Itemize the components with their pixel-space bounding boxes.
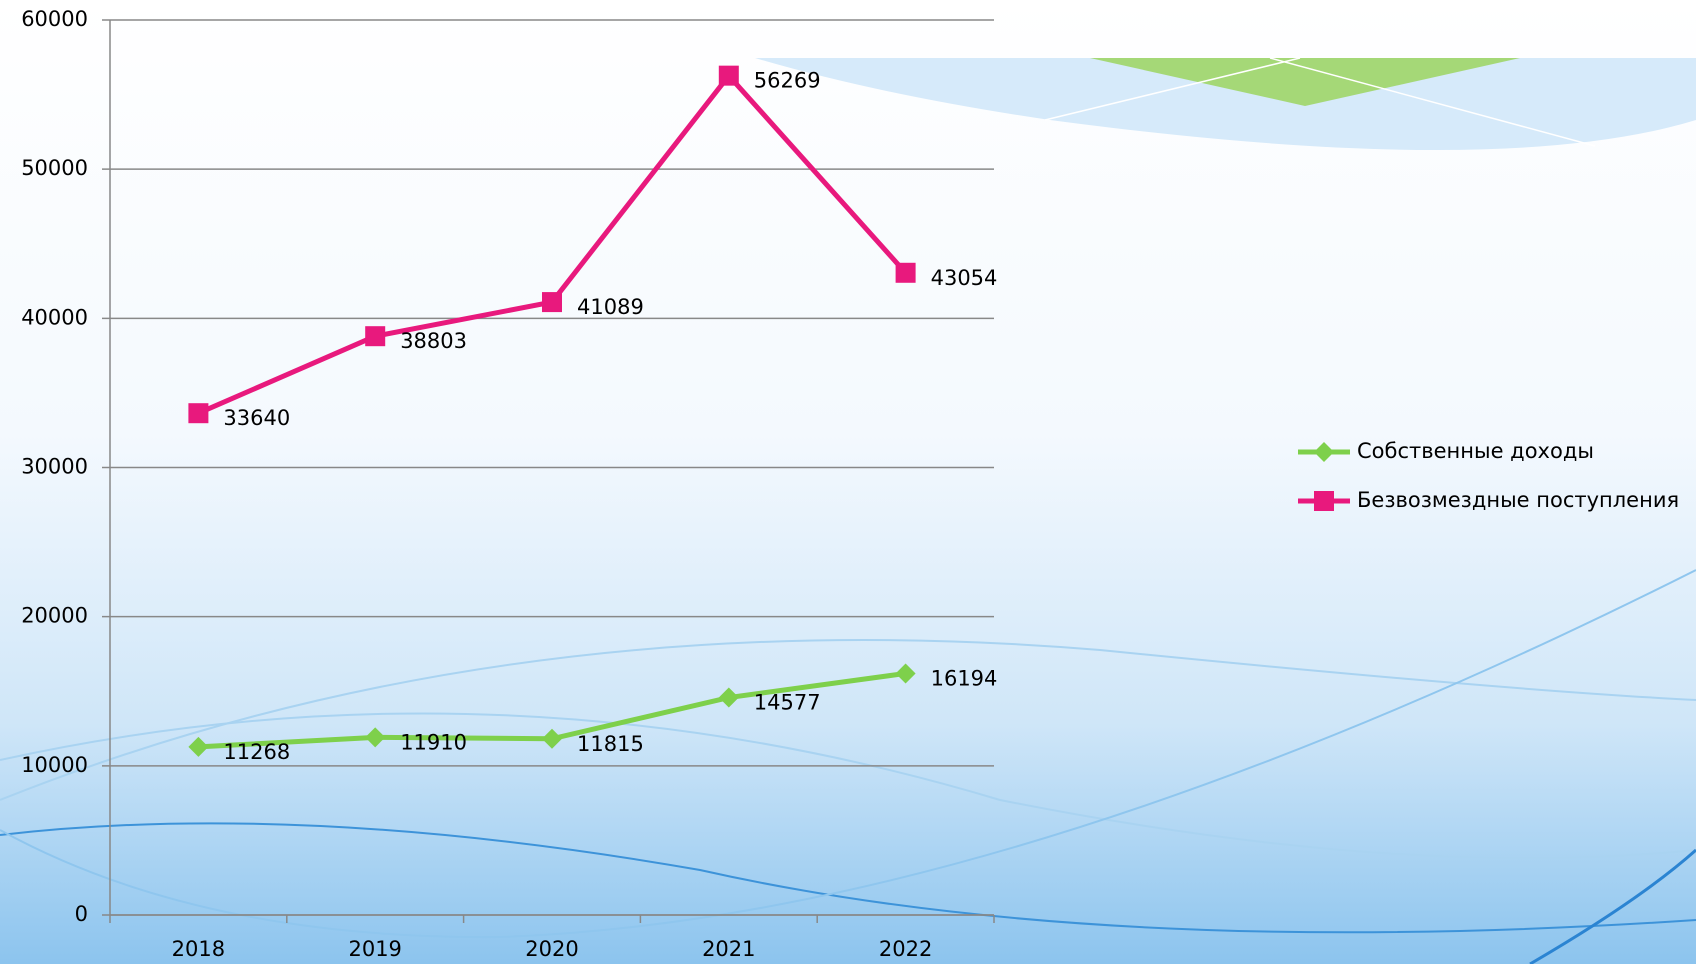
data-label: 14577 [754,691,821,715]
x-tick-label: 2020 [525,937,578,961]
marker [718,65,739,86]
marker [895,262,916,283]
y-tick-label: 30000 [21,455,88,479]
marker [718,687,739,708]
data-label: 43054 [931,266,998,290]
data-label: 11268 [223,740,290,764]
y-tick-label: 60000 [21,7,88,31]
x-tick-label: 2018 [172,937,225,961]
legend-label: Собственные доходы [1357,439,1594,463]
legend-marker [1314,491,1334,511]
x-tick-label: 2022 [879,937,932,961]
decoration [0,57,1696,964]
legend-label: Безвозмездные поступления [1357,488,1679,512]
x-tick-label: 2019 [348,937,401,961]
data-label: 11815 [577,732,644,756]
data-label: 38803 [400,329,467,353]
data-label: 56269 [754,69,821,93]
data-label: 11910 [400,730,467,754]
x-tick-label: 2021 [702,937,755,961]
marker [895,663,916,684]
marker [188,736,209,757]
data-label: 41089 [577,295,644,319]
data-label: 16194 [931,666,998,690]
y-tick-label: 40000 [21,305,88,329]
marker [365,326,386,347]
y-tick-label: 10000 [21,753,88,777]
legend-marker [1314,442,1334,462]
marker [188,403,209,424]
marker [542,292,562,313]
marker [542,728,562,749]
data-label: 33640 [223,406,290,430]
marker [365,727,386,748]
y-tick-label: 20000 [21,604,88,628]
y-tick-label: 0 [75,902,88,926]
y-tick-label: 50000 [21,156,88,180]
